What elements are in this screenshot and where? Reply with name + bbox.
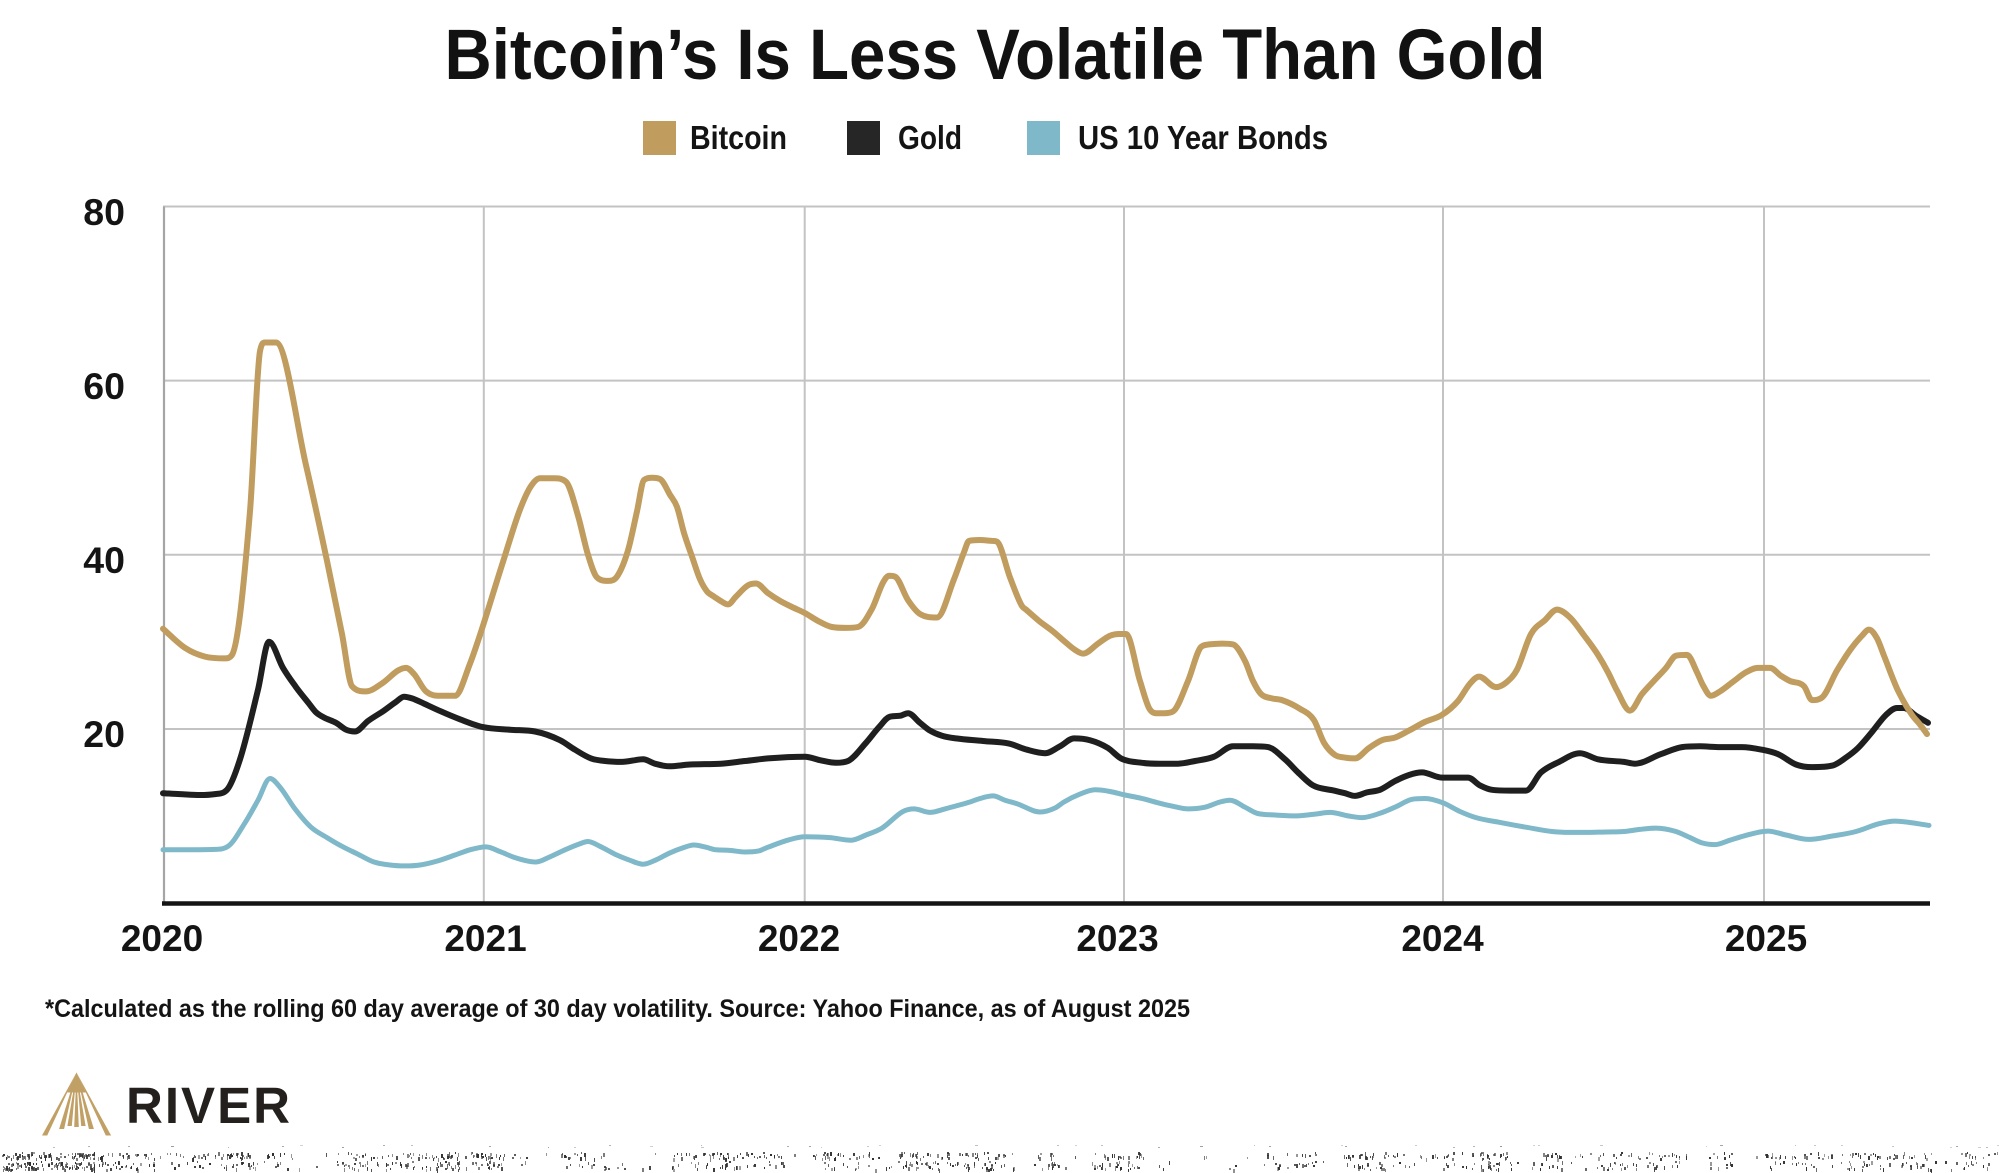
svg-text:RIVER: RIVER (126, 1077, 292, 1134)
svg-text:2020: 2020 (121, 918, 203, 959)
svg-text:40: 40 (83, 539, 125, 581)
svg-text:*Calculated as the rolling 60: *Calculated as the rolling 60 day averag… (45, 995, 1190, 1023)
svg-text:2023: 2023 (1076, 918, 1158, 959)
svg-text:2025: 2025 (1725, 918, 1807, 959)
svg-text:2024: 2024 (1401, 918, 1484, 959)
svg-text:2021: 2021 (444, 918, 526, 959)
svg-text:2022: 2022 (758, 918, 840, 959)
svg-text:60: 60 (83, 365, 125, 407)
svg-text:80: 80 (83, 191, 125, 233)
svg-text:Bitcoin’s Is Less Volatile Tha: Bitcoin’s Is Less Volatile Than Gold (445, 16, 1546, 95)
svg-text:20: 20 (83, 713, 125, 755)
svg-text:Bitcoin: Bitcoin (690, 119, 787, 156)
svg-text:US 10 Year Bonds: US 10 Year Bonds (1078, 119, 1328, 156)
svg-text:Gold: Gold (898, 119, 962, 156)
